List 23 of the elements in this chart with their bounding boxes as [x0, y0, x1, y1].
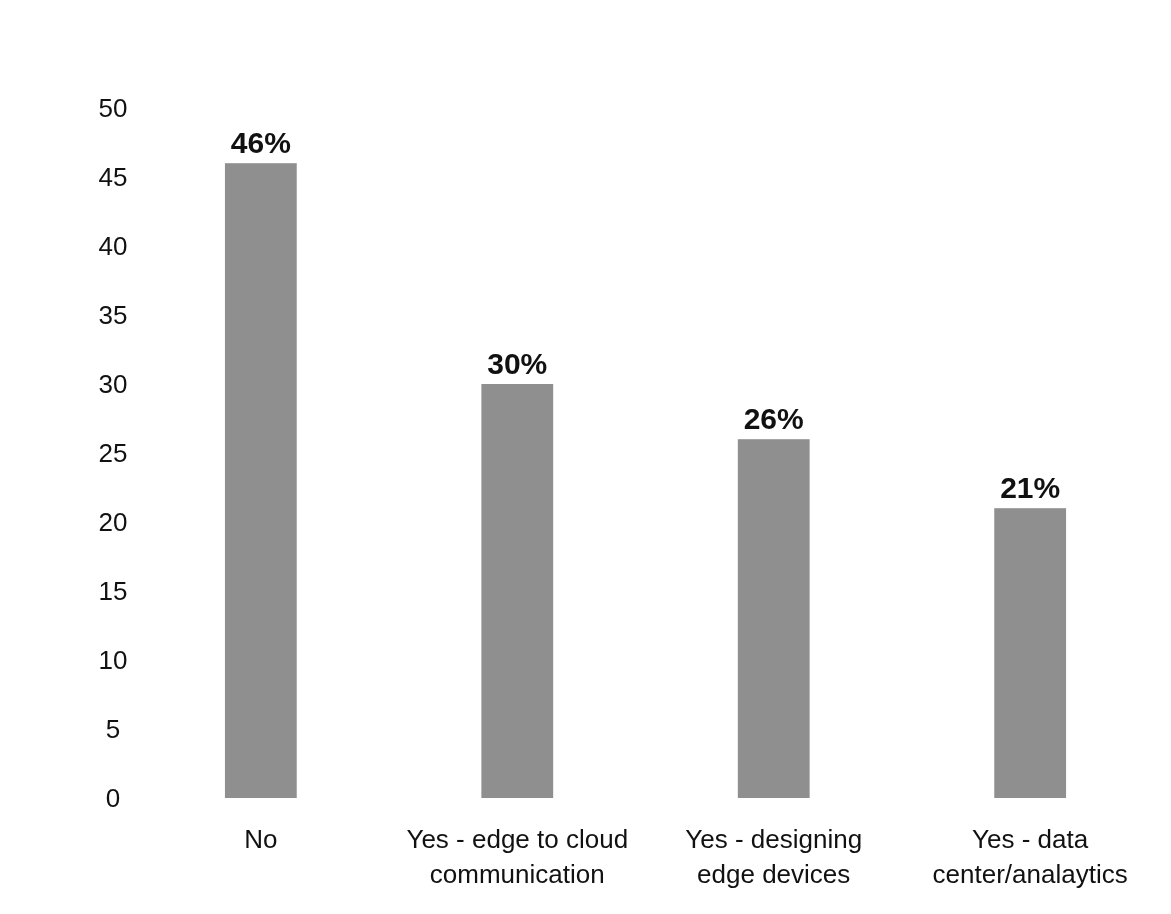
y-tick-label: 15	[98, 576, 128, 607]
y-tick-label: 25	[98, 438, 128, 469]
y-tick-label: 45	[98, 162, 128, 193]
y-tick-label: 10	[98, 645, 128, 676]
y-tick-label: 40	[98, 231, 128, 262]
data-label: 26%	[743, 402, 804, 436]
y-tick-label: 50	[98, 93, 128, 124]
y-tick-label: 30	[98, 369, 128, 400]
x-tick-label: No	[244, 824, 278, 854]
y-tick-label: 0	[105, 783, 121, 814]
x-tick-label: Yes - data center/analaytics	[932, 824, 1128, 889]
y-tick-label: 5	[105, 714, 121, 745]
data-label: 30%	[487, 347, 548, 380]
y-tick-label: 35	[98, 300, 128, 331]
bar	[224, 163, 297, 798]
data-label: 21%	[1000, 471, 1061, 505]
x-tick-label: Yes - designing edge devices	[685, 824, 863, 889]
bar	[737, 439, 810, 798]
y-tick-label: 20	[98, 507, 128, 538]
bar	[481, 384, 554, 798]
x-tick-label: Yes - edge to cloud communication	[406, 824, 629, 889]
data-label: 46%	[230, 126, 291, 160]
bar	[994, 508, 1067, 798]
